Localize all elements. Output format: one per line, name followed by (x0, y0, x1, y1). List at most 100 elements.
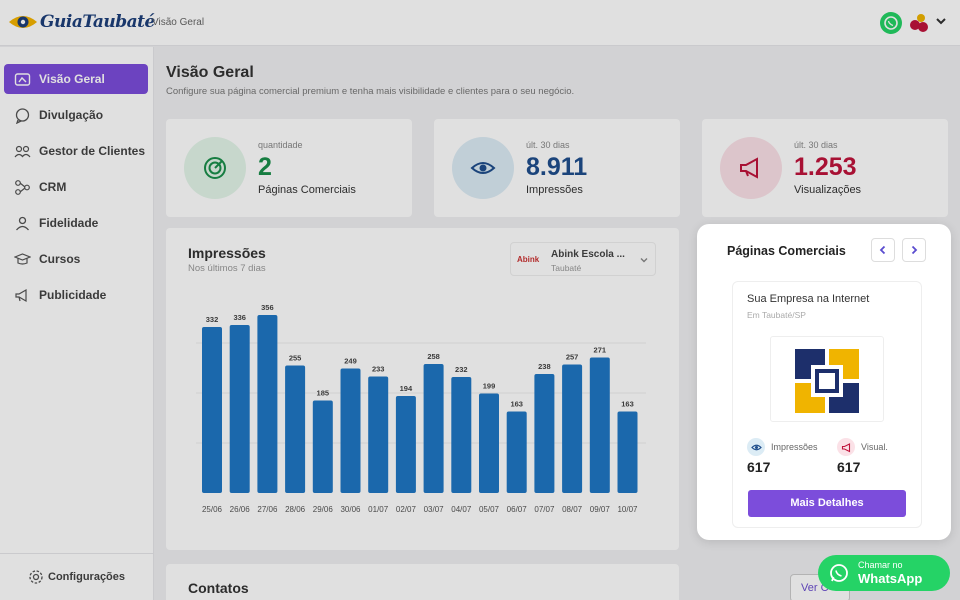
bar-value-label: 194 (400, 384, 413, 393)
sidebar-item-label: Divulgação (39, 108, 104, 122)
chevron-down-icon[interactable] (934, 14, 948, 28)
chevron-down-icon (640, 258, 648, 263)
sidebar-item-gestor-de-clientes[interactable]: Gestor de Clientes (4, 136, 148, 166)
next-button[interactable] (902, 238, 926, 262)
chart-bar[interactable] (368, 376, 389, 494)
business-card[interactable]: Sua Empresa na Internet Em Taubaté/SP Im… (732, 281, 922, 528)
target-icon (204, 157, 226, 179)
stat-card-views[interactable]: últ. 30 dias 1.253 Visualizações (702, 119, 948, 217)
bar-value-label: 163 (510, 400, 523, 409)
chart-bar[interactable] (562, 364, 583, 494)
page-subtitle: Configure sua página comercial premium e… (166, 86, 575, 97)
more-details-button[interactable]: Mais Detalhes (748, 490, 906, 517)
sidebar-item-visao-geral[interactable]: Visão Geral (4, 64, 148, 94)
dashboard-icon (14, 72, 31, 86)
avatar[interactable] (908, 12, 930, 34)
bar-value-label: 255 (289, 354, 302, 363)
chevron-right-icon (911, 245, 918, 255)
bar-value-label: 258 (427, 352, 440, 361)
megaphone-icon (837, 438, 855, 456)
settings-label: Configurações (48, 571, 126, 583)
x-tick-label: 25/06 (202, 505, 223, 514)
views-value: 617 (837, 459, 861, 475)
guia-taubate-logo[interactable]: GuiaTaubaté (8, 10, 155, 36)
bar-value-label: 257 (566, 353, 579, 362)
sidebar-item-label: CRM (39, 180, 67, 194)
business-card-logo (770, 336, 884, 422)
bar-value-label: 356 (261, 303, 274, 312)
bar-value-label: 233 (372, 365, 385, 374)
chart-bar[interactable] (312, 400, 333, 494)
stat-value: 1.253 (794, 153, 857, 181)
sidebar-item-publicidade[interactable]: Publicidade (4, 280, 148, 310)
bar-value-label: 199 (483, 382, 496, 391)
x-tick-label: 03/07 (424, 505, 445, 514)
bar-value-label: 185 (317, 389, 330, 398)
chat-icon (15, 107, 30, 124)
chart-bar[interactable] (479, 393, 499, 494)
sidebar-item-divulgacao[interactable]: Divulgação (4, 100, 148, 130)
x-tick-label: 09/07 (590, 505, 611, 514)
impressions-chart-card: Impressões Nos últimos 7 dias Abink Abin… (166, 228, 679, 550)
impressions-label: Impressões (771, 442, 818, 452)
business-select[interactable]: Abink Abink Escola ... Taubaté (510, 242, 656, 276)
sidebar-item-cursos[interactable]: Cursos (4, 244, 148, 274)
chart-bar[interactable] (340, 368, 361, 494)
x-tick-label: 05/07 (479, 505, 500, 514)
x-tick-label: 10/07 (617, 505, 638, 514)
sidebar-item-label: Gestor de Clientes (39, 144, 146, 158)
eye-icon (470, 162, 496, 174)
stat-label: Impressões (526, 184, 583, 196)
sidebar-item-label: Fidelidade (39, 216, 99, 230)
chart-bar[interactable] (534, 374, 555, 493)
chart-bar[interactable] (257, 315, 278, 493)
x-tick-label: 02/07 (396, 505, 417, 514)
sidebar: Visão Geral Divulgação Gestor de Cliente… (0, 47, 154, 600)
chart-bar[interactable] (285, 365, 306, 494)
x-tick-label: 06/07 (507, 505, 528, 514)
stat-label: Visualizações (794, 184, 862, 196)
x-tick-label: 26/06 (230, 505, 251, 514)
users-icon (14, 145, 31, 157)
chart-bar[interactable] (589, 357, 610, 494)
contacts-card: Contatos (166, 564, 679, 600)
sidebar-divider (0, 553, 154, 554)
stat-value: 8.911 (526, 153, 588, 181)
sidebar-item-label: Cursos (39, 252, 81, 266)
stat-card-commercial-pages[interactable]: quantidade 2 Páginas Comerciais (166, 119, 412, 217)
logo-text: GuiaTaubaté (40, 12, 155, 32)
bar-value-label: 249 (344, 357, 357, 366)
impressions-mini-stat: Impressões (747, 438, 818, 456)
chart-bar[interactable] (617, 411, 638, 494)
sidebar-item-label: Visão Geral (39, 72, 105, 86)
chart-bar[interactable] (423, 364, 444, 493)
stat-label: Páginas Comerciais (258, 184, 356, 196)
chart-bar[interactable] (451, 377, 472, 493)
bar-value-label: 332 (206, 315, 219, 324)
top-bar: GuiaTaubaté Visão Geral (0, 0, 960, 46)
company-logo-icon (795, 349, 859, 413)
megaphone-icon (740, 157, 758, 179)
eye-logo-icon (9, 16, 37, 28)
sidebar-item-crm[interactable]: CRM (4, 172, 148, 202)
whatsapp-big-label: WhatsApp (858, 571, 923, 586)
chart-bar[interactable] (395, 396, 416, 493)
whatsapp-icon (830, 564, 848, 582)
chart-bar[interactable] (202, 327, 222, 493)
stat-card-impressions[interactable]: últ. 30 dias 8.911 Impressões (434, 119, 680, 217)
sidebar-item-fidelidade[interactable]: Fidelidade (4, 208, 148, 238)
page-title: Visão Geral (166, 64, 254, 81)
stat-circle (452, 137, 514, 199)
breadcrumb[interactable]: Visão Geral (152, 17, 205, 28)
views-label: Visual. (861, 442, 888, 452)
whatsapp-icon[interactable] (880, 12, 902, 34)
panel-title: Páginas Comerciais (727, 244, 846, 258)
previous-button[interactable] (871, 238, 895, 262)
settings-link[interactable]: Configurações (28, 569, 125, 585)
chart-bar[interactable] (506, 411, 527, 494)
contacts-title: Contatos (188, 580, 249, 596)
views-mini-stat: Visual. (837, 438, 888, 456)
whatsapp-chat-button[interactable]: Chamar no WhatsApp (818, 555, 950, 591)
business-logo: Abink (517, 255, 540, 264)
chart-bar[interactable] (229, 325, 250, 493)
